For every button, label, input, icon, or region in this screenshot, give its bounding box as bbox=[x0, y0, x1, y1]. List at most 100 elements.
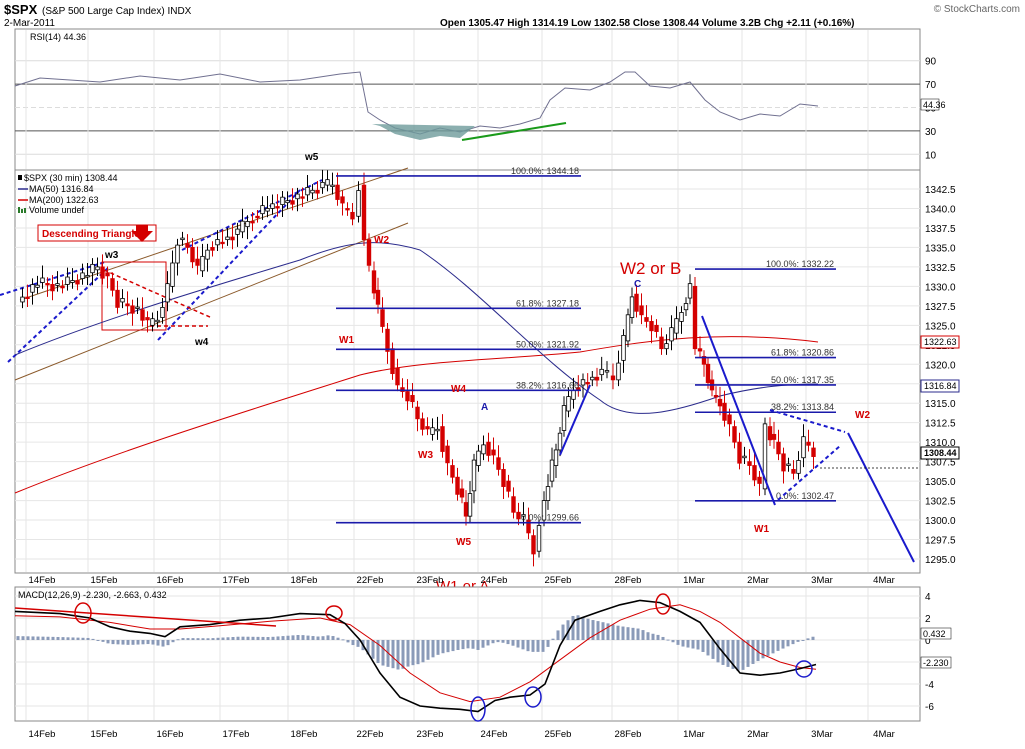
macd-hist-bar bbox=[796, 640, 800, 642]
macd-hist-bar bbox=[371, 640, 375, 659]
macd-hist-bar bbox=[266, 637, 270, 640]
candle-down bbox=[806, 441, 811, 446]
candle-down bbox=[345, 208, 350, 211]
candle-up bbox=[801, 436, 806, 459]
macd-hist-bar bbox=[481, 640, 485, 648]
wave-W2-right: W2 bbox=[855, 410, 870, 421]
price-tick-label: 1320.0 bbox=[925, 360, 956, 371]
price-axis: 1342.5 1340.0 1337.5 1335.0 1332.5 1330.0 1327… bbox=[925, 185, 956, 566]
symbol-name: (S&P 500 Large Cap Index) INDX bbox=[42, 6, 192, 17]
macd-hist-bar bbox=[466, 640, 470, 649]
candle-down bbox=[75, 280, 80, 285]
macd-hist-bar bbox=[661, 636, 665, 640]
candle-down bbox=[371, 270, 377, 294]
macd-hist-bar bbox=[706, 640, 710, 656]
candle-up bbox=[796, 460, 801, 474]
macd-hist-bar bbox=[521, 640, 525, 650]
candle-down bbox=[405, 391, 410, 402]
macd-hist-bar bbox=[531, 640, 535, 652]
candle-down bbox=[195, 258, 200, 266]
candle-down bbox=[410, 395, 415, 403]
price-tick-label: 1297.5 bbox=[925, 536, 956, 547]
macd-hist-bar bbox=[536, 640, 540, 652]
candle-up bbox=[135, 306, 140, 309]
x-tick-label-macd: 17Feb bbox=[223, 729, 250, 740]
candle-up bbox=[580, 379, 586, 386]
macd-hist-bar bbox=[811, 636, 815, 640]
macd-cross-circle-2 bbox=[325, 605, 343, 621]
macd-tick-label: -6 bbox=[925, 702, 934, 713]
macd-hist-bar bbox=[271, 636, 275, 640]
candle-down bbox=[811, 447, 816, 457]
macd-hist-bar bbox=[366, 640, 370, 655]
macd-cross-circle-5 bbox=[524, 686, 542, 708]
macd-hist-bar bbox=[606, 623, 610, 640]
abc-up-leg bbox=[559, 384, 591, 456]
fib-retracement-right: 100.0%: 1332.22 61.8%: 1320.86 50.0%: 1317… bbox=[695, 259, 836, 502]
macd-hist-bar bbox=[236, 636, 240, 640]
candle-down bbox=[415, 406, 420, 420]
macd-hist-bar bbox=[711, 640, 715, 659]
macd-hist-bar bbox=[76, 637, 80, 640]
candle-down bbox=[654, 324, 659, 332]
fib-level-label: 38.2%: 1313.84 bbox=[771, 402, 834, 412]
macd-hist-bar bbox=[21, 636, 25, 640]
macd-hist-bar bbox=[171, 640, 175, 643]
wave-W4: W4 bbox=[451, 384, 466, 395]
macd-hist-bar bbox=[256, 636, 260, 640]
macd-hist-bar bbox=[41, 636, 45, 640]
candle-up bbox=[260, 205, 265, 215]
macd-hist-bar bbox=[121, 640, 125, 645]
ma200-line bbox=[14, 336, 819, 494]
chart-date: 2-Mar-2011 bbox=[4, 18, 55, 29]
candle-up bbox=[430, 427, 435, 435]
candle-up bbox=[616, 362, 621, 381]
candle-down bbox=[110, 278, 115, 291]
macd-hist-bar bbox=[251, 636, 255, 640]
candle-up bbox=[536, 525, 542, 552]
macd-hist-bar bbox=[591, 620, 595, 640]
candle-down bbox=[649, 321, 654, 332]
macd-hist-bar bbox=[406, 640, 410, 667]
macd-hist-bar bbox=[166, 640, 170, 646]
fib-level-label: 50.0%: 1317.35 bbox=[771, 375, 834, 385]
candle-down bbox=[350, 211, 355, 220]
wave-w5-lower: w5 bbox=[304, 152, 319, 163]
price-tick-label: 1312.5 bbox=[925, 419, 956, 430]
rsi-panel bbox=[14, 28, 921, 171]
candle-down bbox=[506, 480, 511, 492]
candle-up bbox=[590, 376, 595, 381]
candle-down bbox=[50, 284, 55, 292]
macd-hist-bar bbox=[581, 617, 585, 640]
x-tick-label-macd: 23Feb bbox=[417, 729, 444, 740]
candle-down bbox=[610, 375, 616, 381]
candle-down bbox=[45, 283, 50, 286]
candle-up bbox=[235, 228, 240, 235]
macd-hist-bar bbox=[461, 640, 465, 650]
price-gridlines bbox=[15, 171, 920, 572]
candle-down bbox=[594, 376, 600, 381]
wave-W3: W3 bbox=[418, 450, 433, 461]
macd-hist-bar bbox=[296, 634, 300, 640]
candle-down bbox=[692, 285, 698, 350]
candlestick-series bbox=[20, 169, 816, 567]
macd-hist-bar bbox=[516, 640, 520, 648]
candle-up bbox=[165, 283, 170, 303]
candle-up bbox=[674, 318, 679, 334]
candle-down bbox=[340, 196, 345, 204]
candle-up bbox=[90, 263, 95, 274]
x-tick-label-macd: 25Feb bbox=[545, 729, 572, 740]
candle-up bbox=[160, 306, 165, 318]
macd-hist-bar bbox=[446, 640, 450, 653]
macd-hist-bar bbox=[111, 640, 115, 645]
x-tick-label: 16Feb bbox=[157, 575, 184, 586]
macd-hist-bar bbox=[456, 640, 460, 650]
price-tick-label: 1337.5 bbox=[925, 224, 956, 235]
macd-hist-bar bbox=[191, 638, 195, 640]
macd-hist-bar bbox=[551, 638, 555, 640]
candle-up bbox=[65, 276, 70, 285]
macd-hist-bar bbox=[326, 635, 330, 640]
x-tick-label: 28Feb bbox=[615, 575, 642, 586]
macd-hist-bar bbox=[756, 640, 760, 661]
price-tick-label: 1332.5 bbox=[925, 263, 956, 274]
